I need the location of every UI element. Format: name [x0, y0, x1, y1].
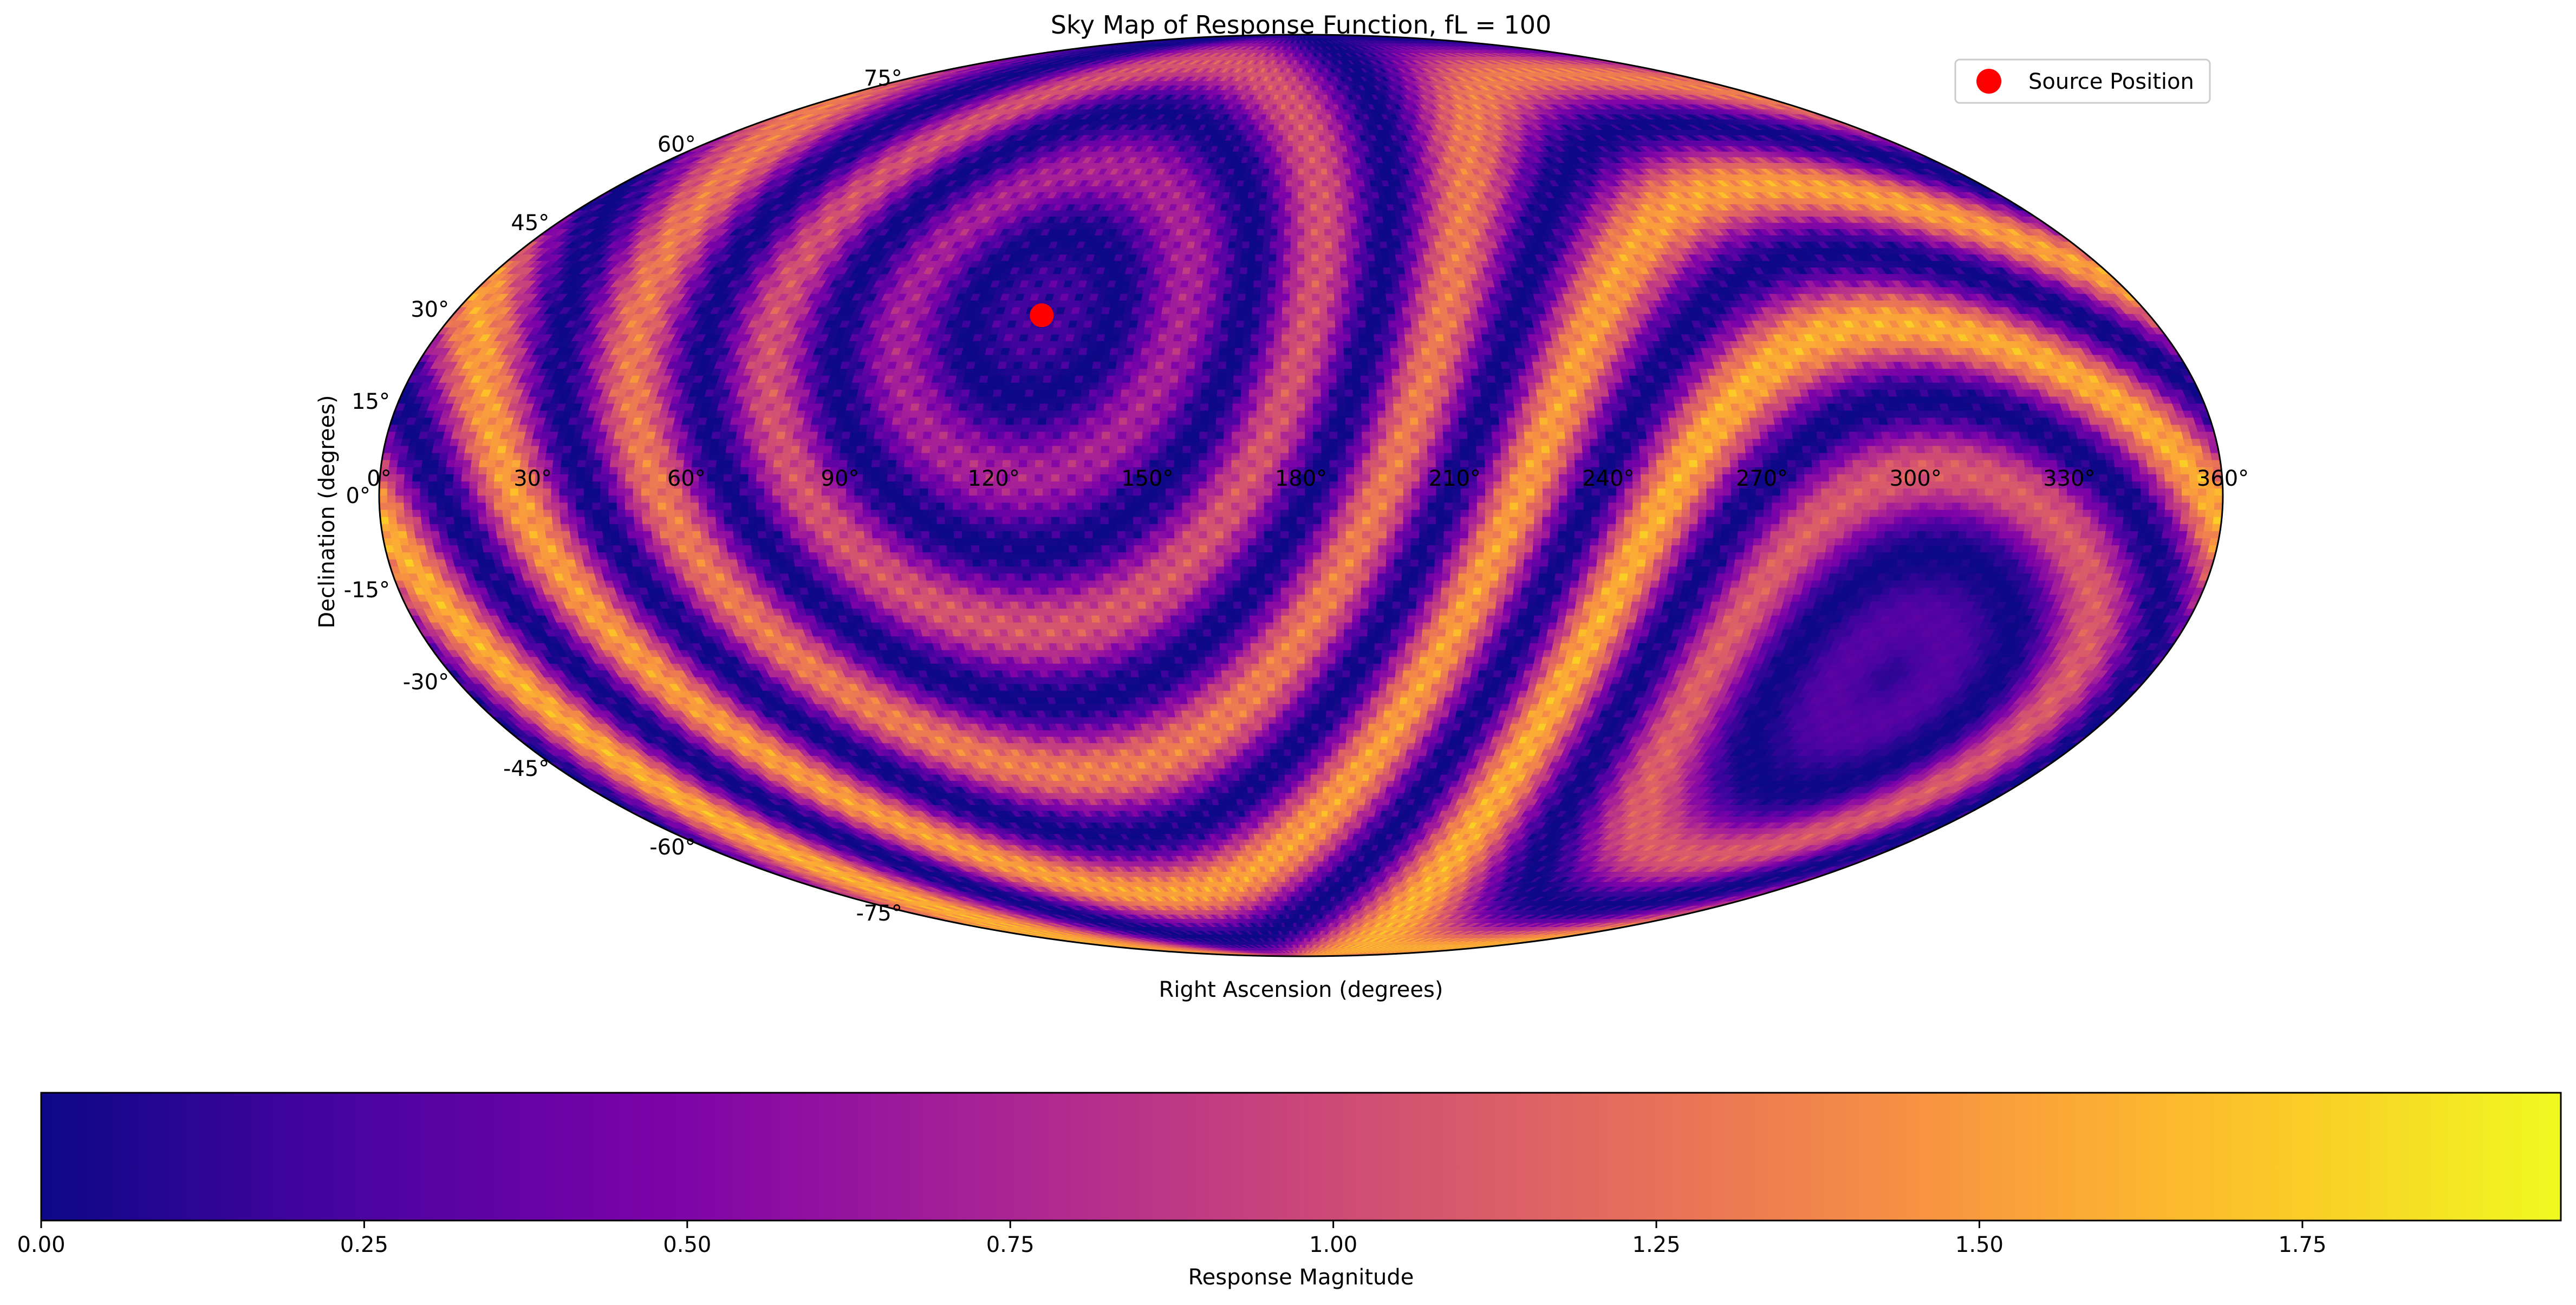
heatmap-cell — [1306, 905, 1310, 910]
heatmap-cell — [1293, 919, 1297, 923]
heatmap-cell — [1299, 915, 1303, 919]
heatmap-cell — [1300, 935, 1303, 938]
heatmap-cell — [1299, 919, 1303, 923]
heatmap-cell — [1303, 905, 1306, 910]
heatmap-cell — [1299, 927, 1302, 931]
heatmap-cell — [1289, 915, 1293, 919]
heatmap-cell — [1303, 923, 1306, 926]
heatmap-cell — [1292, 910, 1296, 915]
heatmap-cell — [1306, 915, 1310, 919]
heatmap-cell — [1294, 927, 1297, 931]
heatmap-cell — [1292, 905, 1296, 910]
heatmap-cell — [1300, 945, 1302, 948]
heatmap-cell — [1296, 905, 1299, 910]
heatmap-cell — [1300, 931, 1303, 935]
heatmap-cell — [1303, 915, 1306, 919]
heatmap-cell — [1297, 923, 1300, 926]
heatmap-cell — [1306, 910, 1310, 915]
heatmap-cell — [1293, 923, 1297, 926]
heatmap-cell — [1303, 919, 1306, 923]
heatmap-cell — [1299, 905, 1303, 910]
response-heatmap — [379, 35, 2223, 956]
heatmap-cell — [1296, 919, 1299, 923]
heatmap-cell — [1297, 931, 1300, 935]
heatmap-cell — [1289, 910, 1292, 915]
heatmap-cell — [1298, 945, 1300, 948]
heatmap-cell — [1292, 915, 1296, 919]
heatmap-cell — [1300, 938, 1302, 941]
heatmap-cell — [1284, 905, 1289, 910]
heatmap-cell — [1290, 919, 1293, 923]
heatmap-cell — [1296, 910, 1299, 915]
heatmap-cell — [1288, 905, 1292, 910]
heatmap-cell — [1298, 938, 1300, 941]
heatmap-cell — [1300, 942, 1302, 945]
heatmap-cell — [1296, 915, 1299, 919]
heatmap-cell — [1299, 923, 1303, 926]
heatmap-cell — [1299, 910, 1303, 915]
heatmap-cell — [1297, 927, 1300, 931]
heatmap-cell — [1303, 927, 1306, 931]
heatmap-cell — [1297, 935, 1300, 938]
heatmap-cell — [1298, 942, 1300, 945]
heatmap-cell — [1303, 910, 1306, 915]
heatmap-cell — [1294, 931, 1298, 935]
